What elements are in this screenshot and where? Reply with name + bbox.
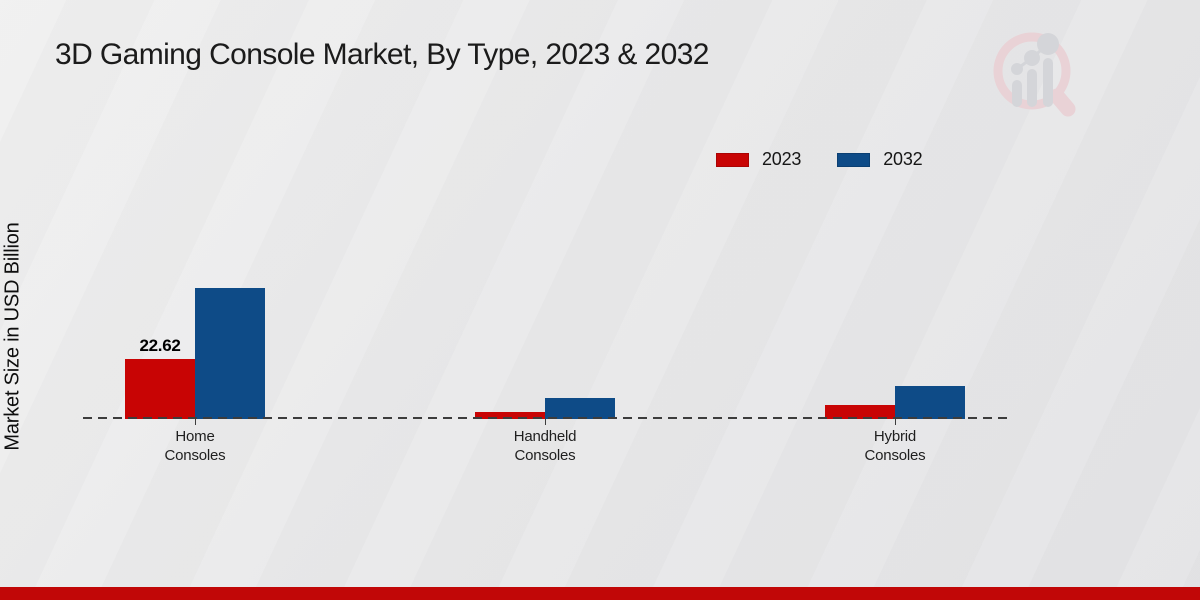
category-label-hybrid-consoles: Hybrid Consoles [864, 428, 926, 464]
legend-item-2023: 2023 [716, 149, 801, 170]
legend-swatch-2023 [716, 152, 749, 167]
legend: 2023 2032 [716, 149, 923, 170]
bar-2023-hybrid-consoles [825, 405, 895, 419]
legend-label: 2023 [762, 149, 802, 169]
footer-accent-bar [0, 587, 1200, 600]
x-axis-tick [895, 419, 896, 425]
legend-label: 2032 [883, 149, 923, 169]
bar-2023-handheld-consoles [475, 412, 545, 419]
chart-title: 3D Gaming Console Market, By Type, 2023 … [55, 38, 709, 71]
category-label-home-consoles: Home Consoles [164, 428, 226, 464]
x-axis-baseline [83, 417, 1008, 419]
x-axis-tick [195, 419, 196, 425]
x-axis-tick [545, 419, 546, 425]
bar-value-label: 22.62 [139, 336, 181, 355]
legend-swatch-2032 [837, 152, 871, 167]
category-label-handheld-consoles: Handheld Consoles [513, 428, 577, 464]
legend-item-2032: 2032 [837, 149, 923, 170]
bar-2032-hybrid-consoles [895, 386, 965, 419]
bar-2023-home-consoles [125, 359, 195, 419]
bar-2032-handheld-consoles [545, 397, 615, 419]
magnifier-bar-chart-logo-icon [993, 32, 1076, 117]
bar-2032-home-consoles [195, 287, 265, 419]
